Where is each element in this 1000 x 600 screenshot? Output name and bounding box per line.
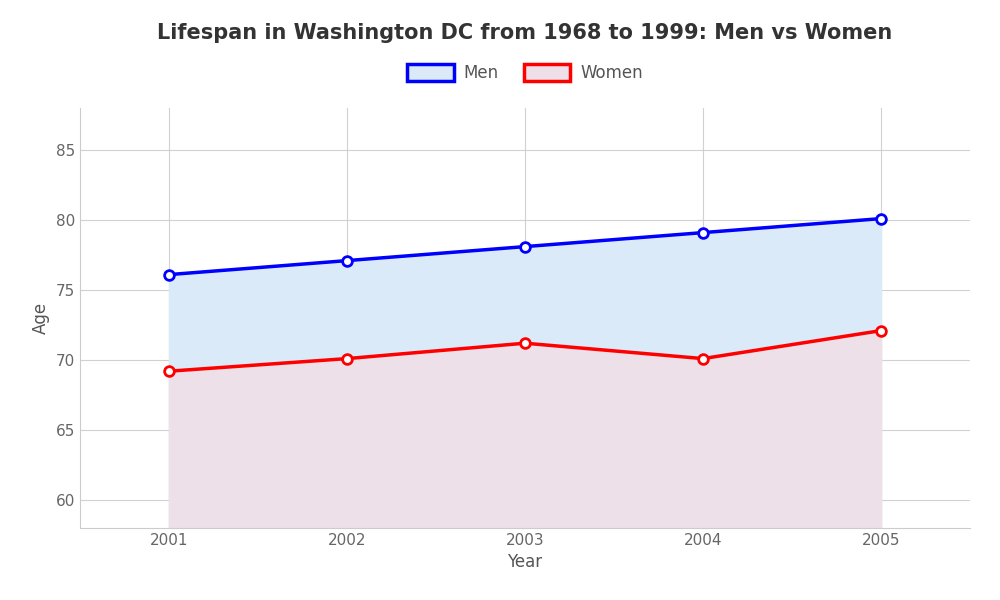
X-axis label: Year: Year [507, 553, 543, 571]
Y-axis label: Age: Age [32, 302, 50, 334]
Legend: Men, Women: Men, Women [400, 58, 650, 89]
Title: Lifespan in Washington DC from 1968 to 1999: Men vs Women: Lifespan in Washington DC from 1968 to 1… [157, 23, 893, 43]
